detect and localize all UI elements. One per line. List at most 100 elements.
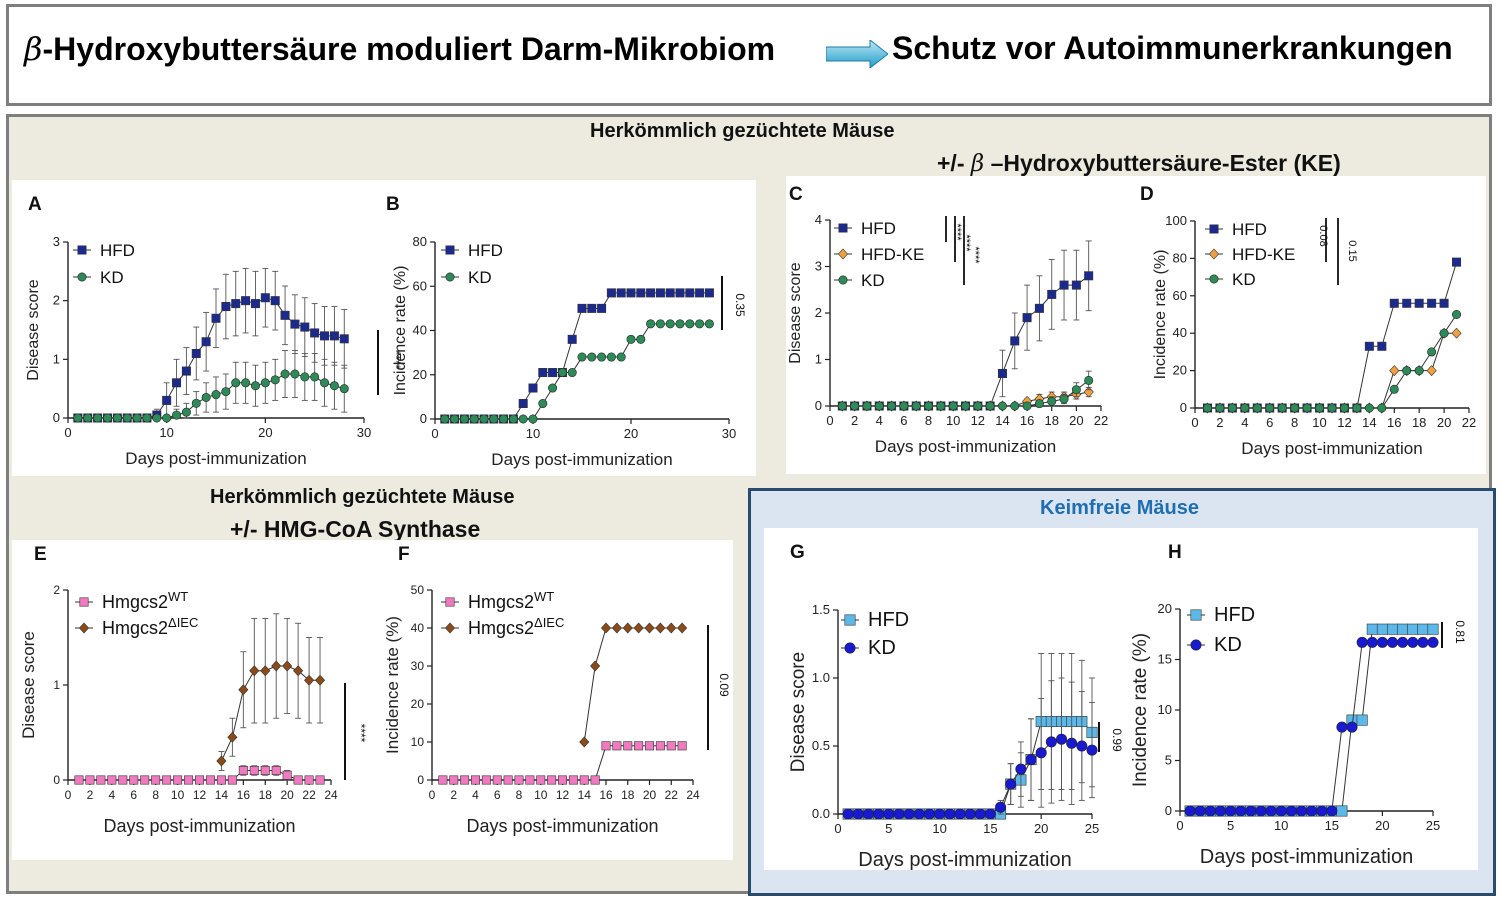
- data-point: [172, 410, 182, 420]
- x-axis-label: Days post-immunization: [858, 849, 1071, 871]
- y-tick-label: 2: [53, 293, 60, 308]
- legend-marker: [79, 597, 89, 607]
- data-point: [597, 303, 607, 313]
- x-tick-label: 22: [1462, 415, 1476, 430]
- x-axis-label: Days post-immunization: [1241, 439, 1422, 458]
- data-point: [704, 288, 714, 298]
- data-point: [1047, 396, 1057, 406]
- data-point: [577, 303, 587, 313]
- data-point: [1010, 336, 1020, 346]
- x-tick-label: 8: [516, 788, 523, 802]
- data-point: [948, 401, 958, 411]
- x-tick-label: 6: [130, 788, 137, 802]
- data-point: [1215, 403, 1225, 413]
- data-point: [528, 414, 538, 424]
- significance-label: ****: [951, 223, 963, 241]
- data-point: [1255, 805, 1267, 817]
- data-point: [597, 352, 607, 362]
- x-tick-label: 30: [357, 425, 371, 440]
- y-tick-label: 40: [413, 323, 427, 338]
- data-point: [934, 808, 946, 820]
- data-point: [329, 381, 339, 391]
- data-point: [579, 736, 590, 748]
- x-tick-label: 18: [1044, 413, 1058, 428]
- series-2: [842, 677, 1098, 820]
- legend-label: HFD: [1232, 220, 1267, 239]
- x-tick-label: 16: [1020, 413, 1034, 428]
- data-point: [1336, 721, 1348, 733]
- chart-g: G 0 5 10 15 20 25 0.0 0.5 1.0 1.5 Days post-immuniz…: [788, 542, 1124, 871]
- data-point: [636, 334, 646, 344]
- data-point: [489, 414, 499, 424]
- data-point: [315, 674, 326, 686]
- y-tick-label: 0: [420, 411, 427, 426]
- x-tick-label: 0: [826, 413, 833, 428]
- legend-marker: [77, 245, 87, 255]
- data-point: [606, 288, 616, 298]
- data-point: [107, 775, 117, 785]
- y-tick-label: 0.5: [812, 738, 830, 753]
- data-point: [118, 775, 128, 785]
- data-point: [893, 808, 905, 820]
- data-point: [634, 741, 644, 751]
- series-3: [837, 370, 1094, 411]
- legend-entry: KD: [841, 637, 896, 659]
- legend-marker: [1209, 224, 1219, 234]
- data-point: [1377, 341, 1387, 351]
- data-point: [518, 399, 528, 409]
- series-2: [440, 319, 714, 424]
- data-point: [1240, 403, 1250, 413]
- legend-marker: [844, 642, 856, 654]
- data-point: [249, 665, 260, 677]
- data-point: [655, 622, 666, 634]
- x-tick-label: 20: [1069, 413, 1083, 428]
- data-point: [636, 288, 646, 298]
- data-point: [1035, 747, 1047, 759]
- data-point: [852, 808, 864, 820]
- data-point: [960, 401, 970, 411]
- legend-label: HFD: [1214, 604, 1255, 626]
- data-point: [1397, 636, 1409, 648]
- data-point: [1047, 289, 1057, 299]
- data-point: [1439, 328, 1449, 338]
- data-point: [1327, 403, 1337, 413]
- data-point: [997, 368, 1007, 378]
- data-point: [590, 775, 600, 785]
- data-point: [260, 378, 270, 388]
- data-point: [1389, 298, 1399, 308]
- data-point: [1227, 403, 1237, 413]
- data-point: [1275, 805, 1287, 817]
- y-tick-label: 80: [413, 234, 427, 249]
- data-point: [290, 369, 300, 379]
- y-tick-label: 0: [417, 773, 424, 787]
- legend-label: HFD: [100, 241, 135, 260]
- y-tick-label: 5: [1165, 753, 1172, 768]
- data-point: [1059, 280, 1069, 290]
- data-point: [1414, 298, 1424, 308]
- x-tick-label: 14: [578, 788, 592, 802]
- y-tick-label: 20: [1173, 363, 1187, 378]
- data-point: [1315, 403, 1325, 413]
- data-point: [74, 775, 84, 785]
- legend-entry: KD: [834, 271, 885, 290]
- data-point: [249, 765, 259, 775]
- legend-superscript: WT: [168, 589, 188, 604]
- legend-superscript: ΔIEC: [534, 615, 564, 630]
- y-tick-label: 15: [1158, 652, 1172, 667]
- x-tick-label: 4: [472, 788, 479, 802]
- data-point: [280, 310, 290, 320]
- data-point: [1277, 403, 1287, 413]
- data-point: [644, 622, 655, 634]
- x-tick-label: 20: [258, 425, 272, 440]
- title-banner: [6, 4, 1492, 106]
- data-point: [450, 414, 460, 424]
- data-point: [152, 413, 162, 423]
- data-point: [874, 401, 884, 411]
- data-point: [227, 731, 238, 743]
- data-point: [616, 352, 626, 362]
- data-point: [1356, 636, 1368, 648]
- y-axis-label: Disease score: [19, 631, 38, 739]
- data-point: [508, 414, 518, 424]
- legend-label: Hmgcs2ΔIEC: [102, 615, 198, 639]
